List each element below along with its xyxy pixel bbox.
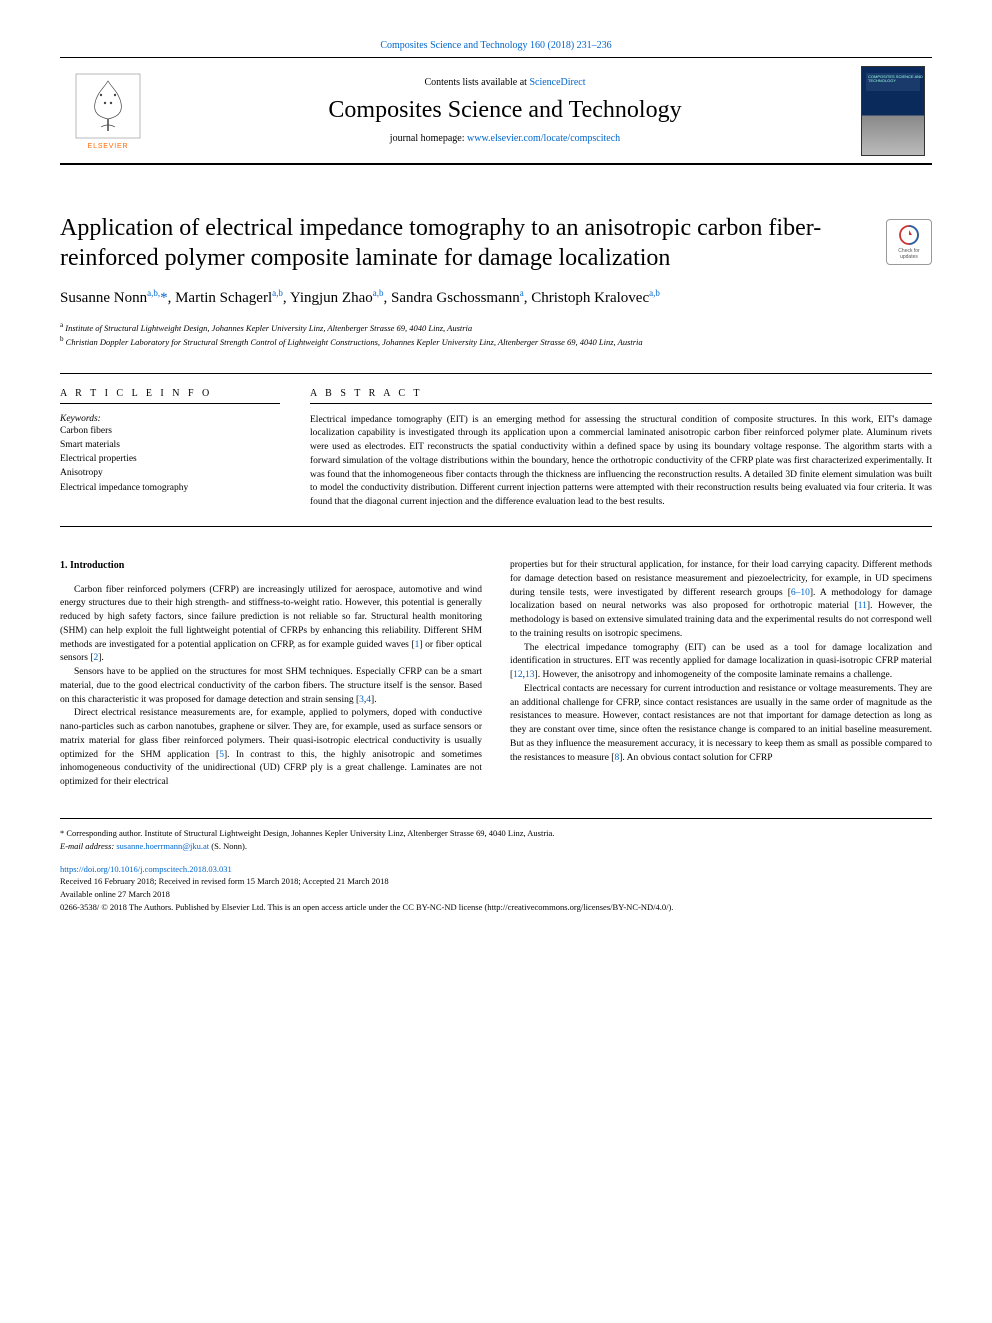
- cover-image: COMPOSITES SCIENCE AND TECHNOLOGY: [861, 66, 925, 156]
- homepage-line: journal homepage: www.elsevier.com/locat…: [156, 133, 854, 144]
- corresponding-author: * Corresponding author. Institute of Str…: [60, 827, 932, 840]
- article-info-column: A R T I C L E I N F O Keywords: Carbon f…: [60, 388, 280, 510]
- body-paragraph: properties but for their structural appl…: [510, 559, 932, 642]
- masthead: ELSEVIER Contents lists available at Sci…: [60, 57, 932, 165]
- body-columns: 1. Introduction Carbon fiber reinforced …: [60, 559, 932, 790]
- body-paragraph: The electrical impedance tomography (EIT…: [510, 642, 932, 683]
- right-column: properties but for their structural appl…: [510, 559, 932, 790]
- journal-title: Composites Science and Technology: [156, 97, 854, 124]
- left-column: 1. Introduction Carbon fiber reinforced …: [60, 559, 482, 790]
- doi-block: https://doi.org/10.1016/j.compscitech.20…: [60, 863, 932, 914]
- updates-icon: [898, 224, 920, 246]
- keyword: Carbon fibers: [60, 424, 280, 438]
- affiliations: a Institute of Structural Lightweight De…: [60, 320, 932, 349]
- keyword: Electrical impedance tomography: [60, 481, 280, 495]
- contents-line: Contents lists available at ScienceDirec…: [156, 77, 854, 88]
- check-updates-badge[interactable]: Check for updates: [886, 219, 932, 265]
- info-abstract-row: A R T I C L E I N F O Keywords: Carbon f…: [60, 373, 932, 510]
- keywords-label: Keywords:: [60, 414, 280, 424]
- online-line: Available online 27 March 2018: [60, 888, 932, 901]
- body-paragraph: Direct electrical resistance measurement…: [60, 707, 482, 790]
- body-paragraph: Sensors have to be applied on the struct…: [60, 666, 482, 707]
- affiliation-a: a Institute of Structural Lightweight De…: [60, 320, 932, 335]
- abstract-rule: [310, 403, 932, 404]
- email-label: E-mail address:: [60, 841, 114, 851]
- section-title: 1. Introduction: [60, 559, 482, 574]
- article-info-heading: A R T I C L E I N F O: [60, 388, 280, 399]
- email-line: E-mail address: susanne.hoerrmann@jku.at…: [60, 840, 932, 853]
- abstract-heading: A B S T R A C T: [310, 388, 932, 399]
- cover-thumbnail: COMPOSITES SCIENCE AND TECHNOLOGY: [854, 58, 932, 163]
- cover-label: COMPOSITES SCIENCE AND TECHNOLOGY: [868, 75, 924, 84]
- info-rule: [60, 403, 280, 404]
- body-paragraph: Carbon fiber reinforced polymers (CFRP) …: [60, 584, 482, 667]
- keyword: Anisotropy: [60, 466, 280, 480]
- keywords-list: Carbon fibers Smart materials Electrical…: [60, 424, 280, 495]
- publisher-logo-block: ELSEVIER: [60, 58, 156, 163]
- contents-prefix: Contents lists available at: [424, 77, 529, 88]
- abstract-column: A B S T R A C T Electrical impedance tom…: [310, 388, 932, 510]
- homepage-link[interactable]: www.elsevier.com/locate/compscitech: [467, 133, 620, 144]
- publisher-name: ELSEVIER: [88, 143, 129, 150]
- keyword: Electrical properties: [60, 452, 280, 466]
- updates-text-2: updates: [900, 254, 918, 260]
- abstract-bottom-rule: [60, 526, 932, 527]
- abstract-text: Electrical impedance tomography (EIT) is…: [310, 414, 932, 510]
- journal-reference: Composites Science and Technology 160 (2…: [60, 40, 932, 51]
- received-line: Received 16 February 2018; Received in r…: [60, 875, 932, 888]
- doi-link[interactable]: https://doi.org/10.1016/j.compscitech.20…: [60, 863, 932, 876]
- email-link[interactable]: susanne.hoerrmann@jku.at: [116, 841, 209, 851]
- homepage-prefix: journal homepage:: [390, 133, 467, 144]
- keyword: Smart materials: [60, 438, 280, 452]
- copyright-line: 0266-3538/ © 2018 The Authors. Published…: [60, 901, 932, 914]
- page-root: Composites Science and Technology 160 (2…: [0, 0, 992, 944]
- elsevier-tree-icon: [73, 71, 143, 141]
- authors-line: Susanne Nonna,b,*, Martin Schagerla,b, Y…: [60, 287, 932, 310]
- sciencedirect-link[interactable]: ScienceDirect: [529, 77, 585, 88]
- email-suffix: (S. Nonn).: [209, 841, 247, 851]
- affiliation-b: b Christian Doppler Laboratory for Struc…: [60, 334, 932, 349]
- body-paragraph: Electrical contacts are necessary for cu…: [510, 683, 932, 766]
- masthead-center: Contents lists available at ScienceDirec…: [156, 58, 854, 163]
- title-block: Application of electrical impedance tomo…: [60, 213, 932, 273]
- article-title: Application of electrical impedance tomo…: [60, 213, 932, 273]
- footnotes: * Corresponding author. Institute of Str…: [60, 818, 932, 853]
